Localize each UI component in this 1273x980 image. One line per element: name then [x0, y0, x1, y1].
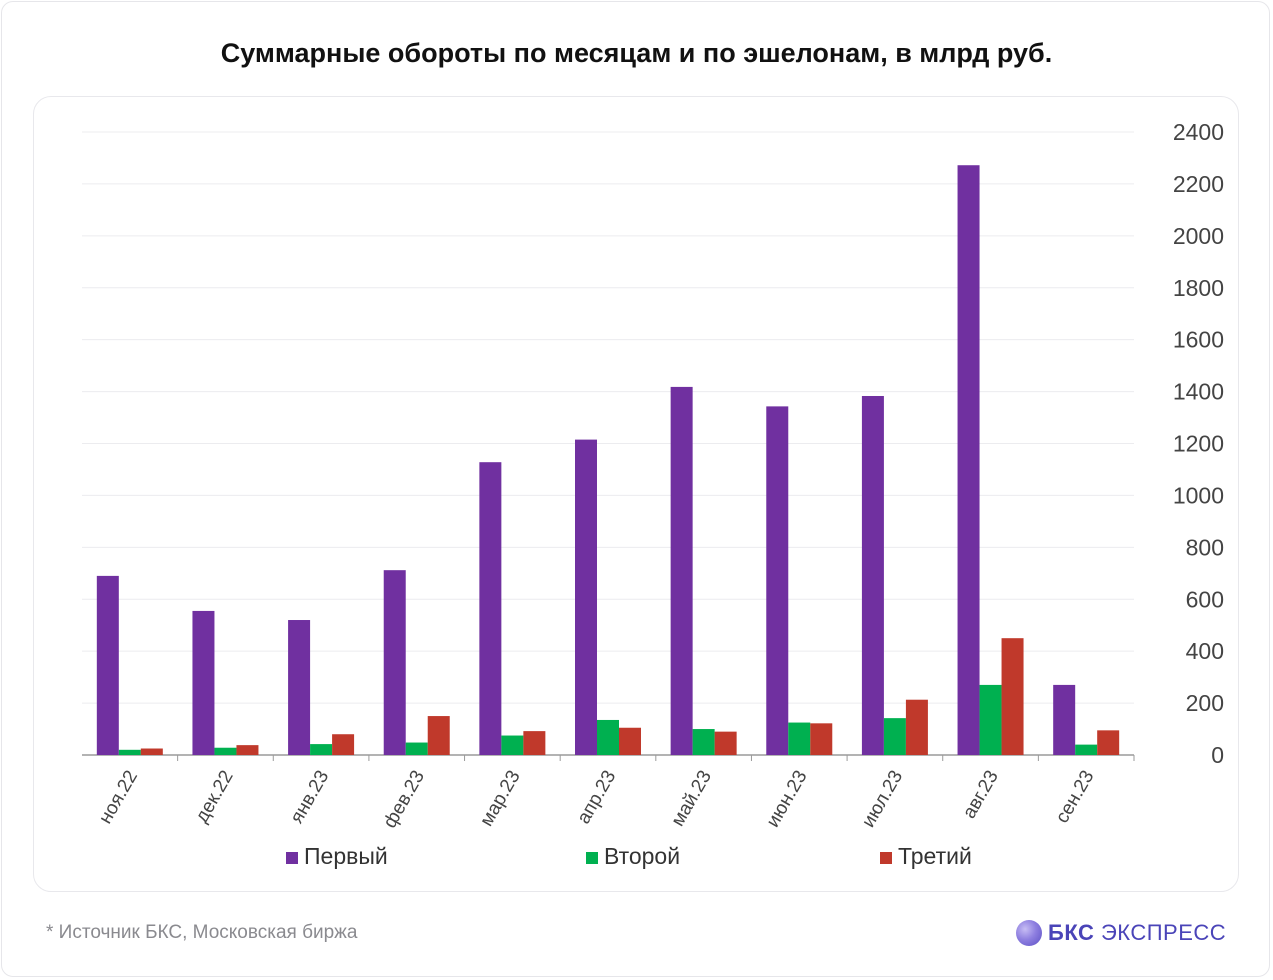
y-tick-label: 2000 [1173, 223, 1224, 249]
chart-panel: 0 200 400 600 800 1000 1200 1400 1600 1800 2000 220… [33, 96, 1239, 892]
legend-swatch [880, 852, 892, 864]
x-tick-label: май.23 [667, 767, 716, 830]
legend-label: Первый [304, 843, 388, 869]
x-tick-label: июл.23 [858, 767, 907, 831]
bar-3 [236, 745, 259, 755]
bar-3 [1001, 638, 1024, 755]
bar-2 [1075, 744, 1098, 755]
bar-3 [332, 734, 355, 755]
brand-name-light: ЭКСПРЕСС [1094, 920, 1227, 945]
x-tick-label: авг.23 [959, 767, 1003, 822]
y-tick-label: 2400 [1173, 119, 1224, 145]
y-tick-label: 2200 [1173, 171, 1224, 197]
bar-1 [288, 620, 311, 755]
bar-3 [714, 731, 737, 755]
bar-1 [96, 575, 119, 755]
brand-name-strong: БКС [1048, 920, 1095, 945]
bar-chart: 0 200 400 600 800 1000 1200 1400 1600 1800 2000 220… [82, 119, 1224, 869]
bar-2 [597, 719, 619, 755]
bar-1 [670, 386, 693, 755]
bar-3 [810, 723, 833, 755]
bar-2 [118, 749, 141, 755]
y-tick-label: 600 [1186, 586, 1224, 612]
bar-1 [766, 406, 789, 755]
y-tick-label: 1000 [1173, 482, 1224, 508]
y-tick-label: 1600 [1173, 327, 1224, 353]
bar-3 [523, 731, 546, 755]
brand-sphere-icon [1016, 920, 1042, 946]
x-tick-label: апр.23 [573, 767, 620, 828]
brand-name: БКС ЭКСПРЕСС [1048, 920, 1226, 946]
y-tick-label: 1400 [1173, 379, 1224, 405]
bar-2 [692, 729, 715, 755]
bar-2 [310, 744, 333, 755]
bar-1 [192, 610, 215, 755]
legend-label: Третий [898, 843, 972, 869]
bar-1 [957, 165, 980, 755]
x-tick-label: янв.23 [287, 767, 334, 827]
y-tick-label: 0 [1211, 742, 1224, 768]
chart-title: Суммарные обороты по месяцам и по эшелон… [220, 38, 1053, 68]
x-tick-label: июн.23 [763, 767, 812, 831]
bar-1 [861, 395, 884, 755]
source-footnote: * Источник БКС, Московская биржа [46, 922, 358, 943]
bar-2 [501, 735, 524, 755]
x-tick-label: ноя.22 [95, 767, 142, 828]
y-tick-label: 1200 [1173, 431, 1224, 457]
x-tick-label: фев.23 [380, 767, 430, 832]
legend-swatch [286, 852, 298, 864]
bar-1 [575, 439, 597, 755]
y-tick-label: 400 [1186, 638, 1224, 664]
bar-1 [1053, 684, 1076, 755]
bar-3 [1097, 730, 1120, 755]
x-tick-label: дек.22 [191, 767, 237, 826]
bar-2 [883, 718, 906, 755]
x-tick-label: мар.23 [476, 767, 524, 830]
bar-3 [140, 748, 163, 755]
bar-3 [619, 727, 641, 755]
y-tick-label: 1800 [1173, 275, 1224, 301]
bar-1 [383, 570, 406, 755]
bar-2 [788, 722, 811, 755]
x-tick-label: сен.23 [1052, 767, 1099, 827]
y-tick-label: 200 [1186, 690, 1224, 716]
legend-label: Второй [604, 843, 680, 869]
bar-2 [979, 684, 1002, 755]
bar-1 [479, 462, 502, 755]
bar-2 [214, 747, 237, 755]
bar-3 [905, 699, 928, 755]
bar-2 [405, 742, 428, 755]
bar-3 [427, 716, 450, 755]
legend-swatch [586, 852, 598, 864]
brand-logo: БКС ЭКСПРЕСС [1016, 918, 1226, 948]
y-tick-label: 800 [1186, 534, 1224, 560]
